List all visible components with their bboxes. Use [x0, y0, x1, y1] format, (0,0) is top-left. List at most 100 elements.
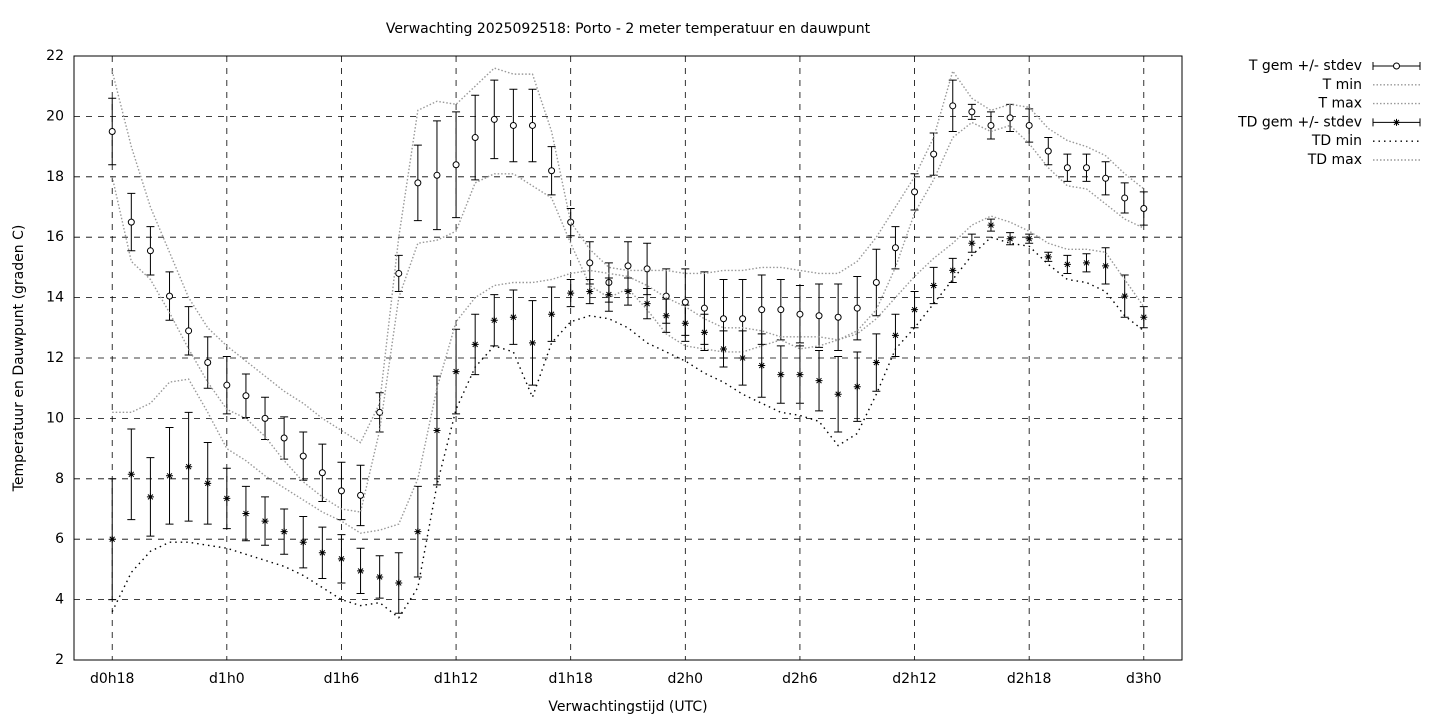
legend-label: T gem +/- stdev: [1248, 58, 1362, 74]
data-point: [681, 319, 689, 327]
data-point: [166, 292, 174, 300]
data-point: [433, 171, 441, 179]
data-point: [624, 288, 632, 296]
legend-marker: [1393, 62, 1400, 70]
data-point: [1025, 121, 1033, 129]
data-point: [376, 573, 384, 581]
data-point: [586, 259, 594, 267]
data-point: [681, 298, 689, 306]
data-point: [242, 510, 250, 518]
data-point: [1063, 260, 1071, 268]
data-point: [261, 414, 269, 422]
legend-label: T max: [1317, 96, 1362, 112]
legend-label: TD max: [1307, 152, 1362, 168]
legend-marker: [1393, 118, 1400, 126]
data-point: [337, 487, 345, 495]
data-point: [528, 121, 536, 129]
x-tick-label: d2h0: [668, 671, 704, 687]
range-line: [111, 67, 1145, 444]
data-point: [452, 368, 460, 376]
data-point: [166, 472, 174, 480]
data-point: [223, 494, 231, 502]
data-point: [471, 134, 479, 142]
data-point: [739, 315, 747, 323]
data-point: [1025, 235, 1033, 243]
data-point: [720, 345, 728, 353]
data-point: [433, 426, 441, 434]
data-point: [758, 306, 766, 314]
data-point: [815, 312, 823, 320]
data-point: [108, 535, 116, 543]
data-point: [891, 244, 899, 252]
data-point: [643, 300, 651, 308]
data-point: [1140, 313, 1148, 321]
y-tick-label: 6: [55, 531, 64, 547]
data-point: [853, 304, 861, 312]
data-point: [758, 362, 766, 370]
y-tick-label: 8: [55, 471, 64, 487]
data-point: [700, 304, 708, 312]
data-point: [987, 121, 995, 129]
data-point: [318, 549, 326, 557]
data-point: [357, 567, 365, 575]
data-point: [796, 310, 804, 318]
data-point: [185, 327, 193, 335]
data-point: [1082, 164, 1090, 172]
x-tick-label: d2h12: [892, 671, 936, 687]
legend-label: T min: [1322, 77, 1362, 93]
y-tick-label: 22: [46, 48, 64, 64]
data-point: [815, 377, 823, 385]
range-line: [111, 121, 1145, 513]
data-point: [891, 331, 899, 339]
range-line: [111, 236, 1145, 619]
data-point: [548, 310, 556, 318]
data-point: [968, 239, 976, 247]
data-point: [624, 262, 632, 270]
y-tick-label: 16: [46, 229, 64, 245]
data-point: [968, 108, 976, 116]
y-tick-label: 18: [46, 169, 64, 185]
data-point: [777, 306, 785, 314]
x-tick-label: d1h0: [209, 671, 245, 687]
data-point: [1102, 174, 1110, 182]
data-point: [357, 491, 365, 499]
y-tick-label: 10: [46, 410, 64, 426]
data-point: [1006, 114, 1014, 122]
data-point: [280, 434, 288, 442]
data-point: [414, 528, 422, 536]
data-point: [586, 288, 594, 296]
data-point: [223, 381, 231, 389]
y-tick-label: 2: [55, 652, 64, 668]
data-point: [1006, 235, 1014, 243]
x-tick-label: d1h18: [548, 671, 592, 687]
data-point: [509, 313, 517, 321]
data-point: [509, 121, 517, 129]
data-point: [528, 339, 536, 347]
legend-label: TD gem +/- stdev: [1237, 114, 1362, 130]
data-point: [834, 313, 842, 321]
data-point: [280, 528, 288, 536]
data-point: [127, 470, 135, 478]
data-point: [127, 218, 135, 226]
data-point: [605, 291, 613, 299]
data-point: [872, 279, 880, 286]
y-tick-label: 4: [55, 592, 64, 608]
data-point: [567, 289, 575, 297]
data-point: [318, 469, 326, 477]
data-point: [777, 371, 785, 379]
x-tick-label: d3h0: [1126, 671, 1162, 687]
x-tick-label: d2h18: [1007, 671, 1051, 687]
data-point: [108, 128, 116, 135]
data-point: [1121, 194, 1129, 202]
x-tick-label: d0h18: [90, 671, 134, 687]
x-tick-label: d1h12: [434, 671, 478, 687]
data-point: [146, 247, 154, 255]
data-point: [739, 354, 747, 362]
data-point: [911, 306, 919, 314]
data-point: [261, 517, 269, 525]
data-point: [395, 269, 403, 277]
data-point: [1121, 292, 1129, 300]
data-point: [853, 383, 861, 391]
x-axis-label: Verwachtingstijd (UTC): [548, 699, 707, 715]
